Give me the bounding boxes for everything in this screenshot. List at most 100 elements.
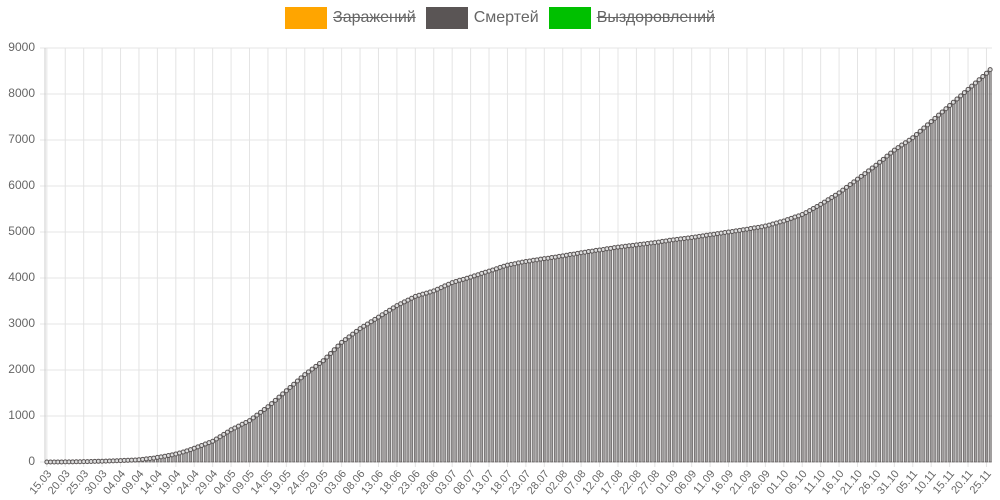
bar bbox=[786, 219, 789, 463]
bar bbox=[642, 243, 646, 463]
point bbox=[372, 316, 378, 322]
point bbox=[825, 197, 831, 203]
bar bbox=[469, 276, 473, 463]
bar bbox=[218, 436, 222, 463]
bar bbox=[531, 259, 535, 463]
bar bbox=[682, 238, 686, 463]
bar bbox=[778, 221, 782, 463]
bar bbox=[458, 279, 461, 463]
bar bbox=[730, 231, 734, 463]
bar bbox=[907, 139, 911, 463]
point bbox=[328, 350, 334, 356]
bar bbox=[494, 268, 498, 463]
bar bbox=[332, 349, 336, 463]
bar bbox=[318, 363, 321, 463]
bar bbox=[937, 114, 940, 463]
bar bbox=[406, 299, 410, 463]
point bbox=[224, 429, 230, 435]
bar bbox=[362, 325, 366, 463]
bar bbox=[822, 201, 826, 463]
bar bbox=[288, 387, 292, 463]
bar bbox=[222, 434, 226, 463]
bar bbox=[830, 197, 834, 463]
bar bbox=[933, 118, 937, 463]
bar bbox=[214, 438, 218, 463]
bar bbox=[734, 230, 738, 463]
point bbox=[858, 173, 864, 179]
bar bbox=[881, 159, 885, 463]
bar bbox=[480, 273, 484, 463]
bar bbox=[856, 178, 859, 463]
bar bbox=[918, 130, 922, 463]
bar bbox=[432, 290, 436, 463]
bar bbox=[705, 234, 708, 463]
bar bbox=[870, 167, 874, 463]
point bbox=[814, 203, 820, 209]
bar bbox=[631, 245, 635, 463]
point bbox=[847, 182, 853, 188]
point bbox=[843, 184, 849, 190]
bar bbox=[564, 254, 568, 463]
point bbox=[803, 210, 809, 216]
bar bbox=[539, 258, 543, 463]
point bbox=[884, 153, 890, 159]
point bbox=[294, 378, 300, 384]
bar bbox=[723, 232, 727, 463]
bar bbox=[307, 371, 310, 463]
point bbox=[925, 122, 931, 128]
point bbox=[213, 436, 219, 442]
bar bbox=[557, 256, 561, 463]
point bbox=[217, 434, 223, 440]
bar bbox=[745, 228, 749, 463]
bar bbox=[299, 377, 303, 463]
legend-swatch bbox=[425, 7, 468, 29]
bar bbox=[738, 230, 741, 463]
bar bbox=[454, 281, 458, 463]
point bbox=[869, 165, 875, 171]
point bbox=[272, 397, 278, 403]
bar bbox=[841, 189, 845, 463]
y-tick-label: 7000 bbox=[8, 132, 35, 146]
bar bbox=[491, 269, 495, 463]
bar bbox=[520, 261, 524, 463]
y-tick-label: 1000 bbox=[8, 408, 35, 422]
bar bbox=[679, 238, 683, 463]
bar bbox=[443, 285, 447, 463]
point bbox=[902, 140, 908, 146]
bar bbox=[756, 227, 760, 463]
bar bbox=[948, 105, 952, 463]
point bbox=[313, 363, 319, 369]
point bbox=[254, 412, 260, 418]
bar bbox=[325, 356, 329, 463]
bar bbox=[553, 256, 557, 463]
point bbox=[987, 67, 993, 73]
y-tick-label: 5000 bbox=[8, 224, 35, 238]
bar bbox=[568, 254, 572, 463]
point bbox=[921, 125, 927, 131]
legend-item[interactable]: Заражений bbox=[285, 7, 416, 29]
bar bbox=[638, 244, 642, 463]
point bbox=[836, 190, 842, 196]
point bbox=[862, 171, 868, 177]
legend-item[interactable]: Выздоровлений bbox=[548, 7, 715, 29]
bar bbox=[775, 222, 778, 463]
point bbox=[276, 394, 282, 400]
bar bbox=[605, 248, 609, 463]
bar bbox=[410, 297, 414, 463]
legend-swatch bbox=[548, 7, 591, 29]
point bbox=[287, 384, 293, 390]
bar bbox=[697, 236, 701, 463]
bar bbox=[447, 283, 450, 463]
bar bbox=[203, 443, 207, 463]
bar bbox=[237, 425, 240, 463]
bar bbox=[436, 288, 439, 463]
bar bbox=[369, 321, 373, 463]
bar bbox=[789, 218, 793, 463]
point bbox=[368, 319, 374, 325]
point bbox=[280, 391, 286, 397]
bar bbox=[955, 98, 959, 463]
point bbox=[258, 409, 264, 415]
bar bbox=[535, 259, 539, 463]
legend-item[interactable]: Смертей bbox=[425, 7, 539, 29]
